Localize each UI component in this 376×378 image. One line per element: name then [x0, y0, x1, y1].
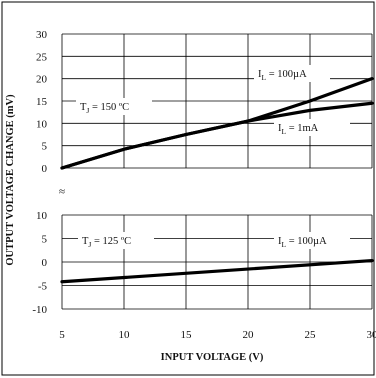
- x-tick-label: 15: [181, 329, 193, 341]
- x-tick-label: 25: [305, 329, 317, 341]
- series-line-lower-0: [60, 258, 374, 284]
- series-line-upper-1: [60, 101, 374, 170]
- x-axis-title: INPUT VOLTAGE (V): [161, 352, 264, 363]
- label-layer: TJ = 150 ºC IL = 100µA IL = 1mA TJ = 125 ºC…: [76, 65, 350, 249]
- axis-break-symbol: ≈: [59, 186, 65, 198]
- series-label: IL = 100µA: [258, 69, 307, 82]
- temperature-annotation: TJ = 150 ºC: [80, 102, 129, 115]
- y-tick-label: 10: [36, 118, 48, 130]
- x-tick-label: 5: [59, 329, 65, 341]
- y-tick-label: 5: [42, 141, 48, 153]
- y-tick-label: -10: [32, 304, 47, 316]
- y-tick-label: 15: [36, 96, 48, 108]
- y-tick-label: 0: [42, 257, 48, 269]
- series-label: IL = 1mA: [278, 123, 319, 136]
- series-label-bg: [274, 119, 350, 136]
- annotation-bg: [78, 232, 154, 249]
- tick-layer: 0 5 10 15 20 25 30 -10 -5 0 5 10 5 10 15 20 25 30: [32, 29, 376, 341]
- y-tick-label: 5: [42, 234, 48, 246]
- y-tick-label: 25: [36, 51, 48, 63]
- y-tick-label: 20: [36, 74, 48, 86]
- series-label-bg: [254, 65, 330, 82]
- series-label: IL = 100µA: [278, 236, 327, 249]
- x-tick-label: 10: [119, 329, 131, 341]
- annotation-bg: [76, 98, 152, 115]
- y-tick-label: -5: [38, 281, 48, 293]
- x-tick-label: 20: [243, 329, 255, 341]
- y-tick-label: 30: [36, 29, 48, 41]
- series-label-bg: [274, 232, 350, 249]
- y-axis-title: OUTPUT VOLTAGE CHANGE (mV): [5, 94, 16, 266]
- y-tick-label: 0: [42, 163, 48, 175]
- temperature-annotation: TJ = 125 ºC: [82, 236, 131, 249]
- y-tick-label: 10: [36, 210, 48, 222]
- curve-layer: [60, 77, 374, 284]
- x-tick-label: 30: [367, 329, 376, 341]
